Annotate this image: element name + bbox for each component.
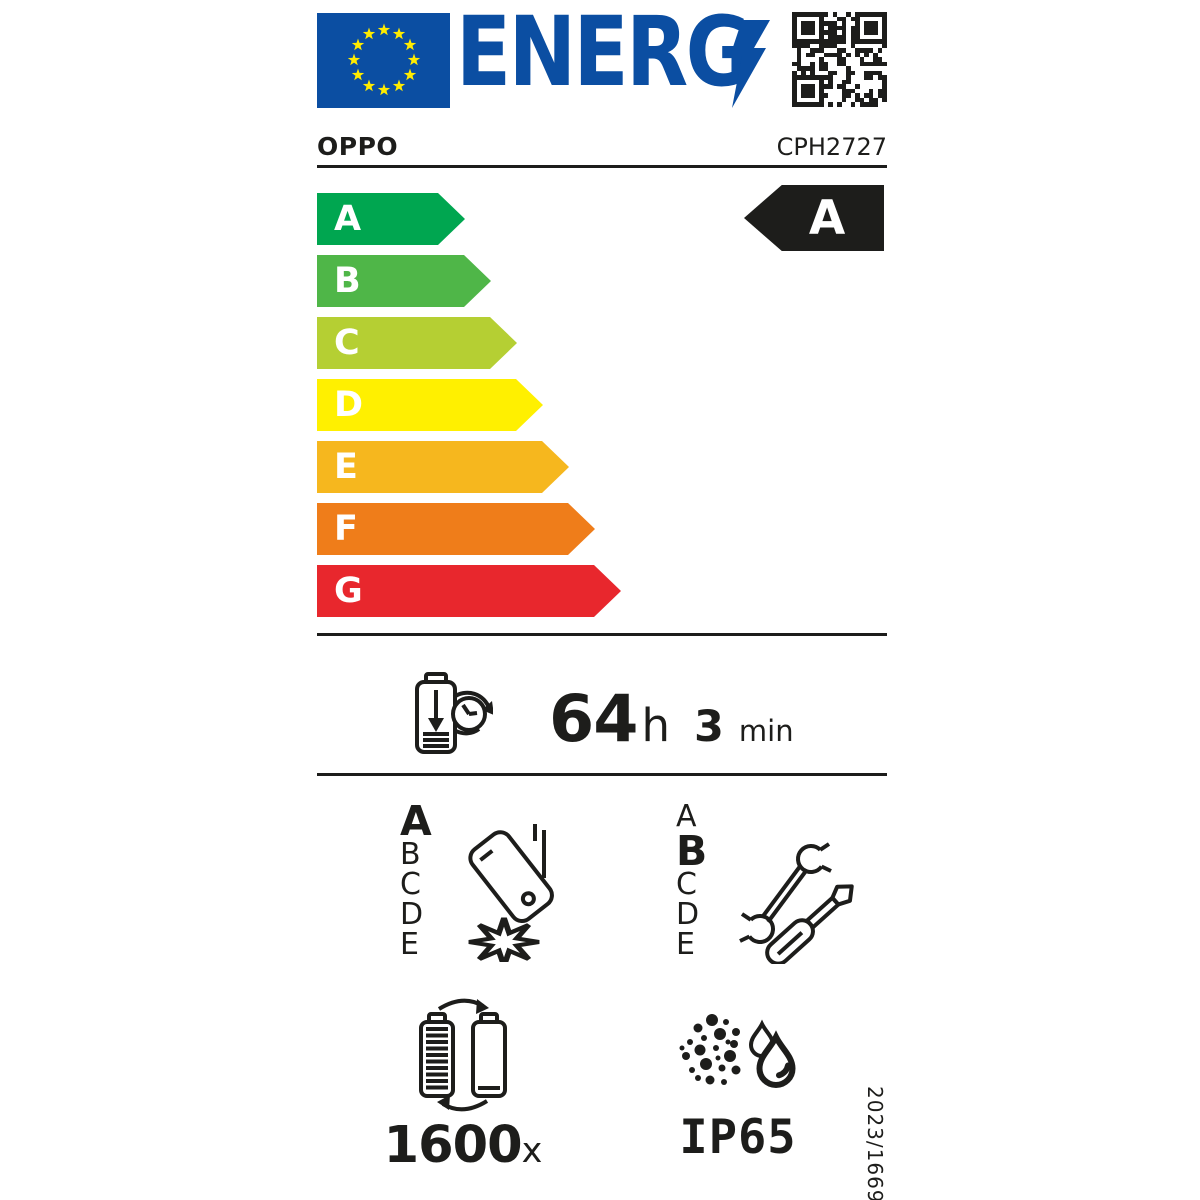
eu-flag xyxy=(317,13,450,108)
energy-class-d-arrow: D xyxy=(317,379,621,431)
brand-name: OPPO xyxy=(317,132,399,161)
energy-class-scale: A B C D E F G xyxy=(317,193,621,627)
qr-code xyxy=(792,12,887,107)
brand-row: OPPO CPH2727 xyxy=(317,132,887,161)
energy-class-g-arrow: G xyxy=(317,565,621,617)
battery-endurance-section: 64 h 3 min xyxy=(409,672,794,758)
energy-class-a-arrow: A xyxy=(317,193,621,245)
ingress-protection-section: IP65 xyxy=(633,1012,843,1165)
falling-phone-icon xyxy=(468,824,554,967)
regulation-number: 2023/1669 xyxy=(863,1086,887,1200)
class-letter: C xyxy=(334,323,360,363)
energy-class-c-arrow: C xyxy=(317,317,621,369)
class-letter: D xyxy=(334,385,364,425)
hours-value: 64 xyxy=(549,682,638,757)
class-letter: F xyxy=(334,509,358,549)
battery-clock-icon xyxy=(415,672,493,754)
ip-rating-value: IP65 xyxy=(679,1110,797,1165)
dust-particles xyxy=(679,1014,741,1085)
energy-class-b-arrow: B xyxy=(317,255,621,307)
class-letter: E xyxy=(334,447,358,487)
minutes-value: 3 xyxy=(694,702,724,752)
class-letter: B xyxy=(334,261,361,301)
battery-cycles-section: 1600x xyxy=(358,998,568,1175)
cycles-number: 1600 xyxy=(383,1116,523,1175)
battery-endurance-value: 64 h 3 min xyxy=(549,682,794,757)
minutes-unit: min xyxy=(738,714,794,748)
class-letter: A xyxy=(334,199,362,239)
class-letter: G xyxy=(334,571,363,611)
divider xyxy=(317,165,887,168)
rating-letter: A xyxy=(808,190,846,246)
tools-icon xyxy=(739,842,854,966)
drop-resistance-scale: A B C D E xyxy=(400,797,432,962)
repairability-section: A B C D E xyxy=(676,802,854,968)
dust-water-icon xyxy=(679,1014,796,1088)
battery-cycle-icon xyxy=(419,998,507,1112)
lightning-bolt-icon xyxy=(730,20,770,108)
divider xyxy=(317,773,887,776)
divider xyxy=(317,633,887,636)
battery-cycles-value: 1600x xyxy=(358,1116,568,1175)
energy-class-f-arrow: F xyxy=(317,503,621,555)
repairability-scale: A B C D E xyxy=(676,799,708,962)
rating-arrow: A xyxy=(744,185,884,251)
water-drops xyxy=(748,1019,796,1088)
drop-resistance-section: A B C D E xyxy=(400,797,568,967)
cycles-unit: x xyxy=(521,1131,543,1171)
model-number: CPH2727 xyxy=(776,133,887,161)
hours-unit: h xyxy=(641,699,670,752)
energy-logo-text: ENERG xyxy=(456,0,752,108)
energy-class-e-arrow: E xyxy=(317,441,621,493)
label-content: ENERG OPPO CPH2727 A B C xyxy=(317,0,887,1200)
